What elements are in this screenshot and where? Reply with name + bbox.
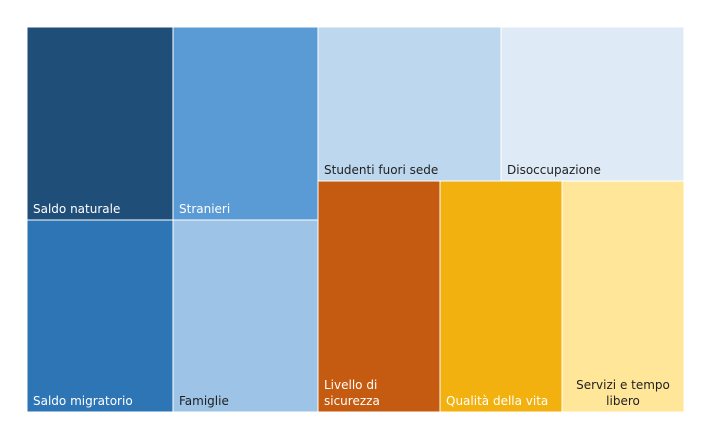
tile-servizi-e-tempo-libero: Servizi e tempo libero	[561, 180, 685, 413]
tile-rect-famiglie	[172, 219, 319, 413]
tile-label-saldo-naturale: Saldo naturale	[33, 202, 120, 216]
tile-saldo-naturale: Saldo naturale	[26, 26, 174, 221]
tile-famiglie: Famiglie	[172, 219, 319, 413]
tile-disoccupazione: Disoccupazione	[500, 26, 685, 182]
tile-label-livello-di-sicurezza-line-1: Livello di	[324, 378, 377, 392]
tile-rect-saldo-migratorio	[26, 219, 174, 413]
tile-rect-studenti-fuori-sede	[317, 26, 502, 182]
tile-stranieri: Stranieri	[172, 26, 319, 221]
tile-label-servizi-e-tempo-libero-line-1: Servizi e tempo	[576, 378, 670, 392]
tile-rect-livello-di-sicurezza	[317, 180, 441, 413]
tile-label-studenti-fuori-sede: Studenti fuori sede	[324, 163, 438, 177]
tile-label-qualita-della-vita: Qualità della vita	[446, 394, 548, 408]
tile-livello-di-sicurezza: Livello di sicurezza	[317, 180, 441, 413]
tile-label-livello-di-sicurezza-line-2: sicurezza	[324, 394, 380, 408]
tile-qualita-della-vita: Qualità della vita	[439, 180, 563, 413]
tile-label-saldo-migratorio: Saldo migratorio	[33, 394, 133, 408]
tile-rect-disoccupazione	[500, 26, 685, 182]
tile-saldo-migratorio: Saldo migratorio	[26, 219, 174, 413]
tile-rect-qualita-della-vita	[439, 180, 563, 413]
tile-studenti-fuori-sede: Studenti fuori sede	[317, 26, 502, 182]
tile-label-famiglie: Famiglie	[179, 394, 229, 408]
tile-label-stranieri: Stranieri	[179, 202, 230, 216]
tile-rect-servizi-e-tempo-libero	[561, 180, 685, 413]
tile-rect-saldo-naturale	[26, 26, 174, 221]
tile-rect-stranieri	[172, 26, 319, 221]
tile-label-disoccupazione: Disoccupazione	[507, 163, 601, 177]
tile-label-servizi-e-tempo-libero-line-2: libero	[606, 394, 640, 408]
